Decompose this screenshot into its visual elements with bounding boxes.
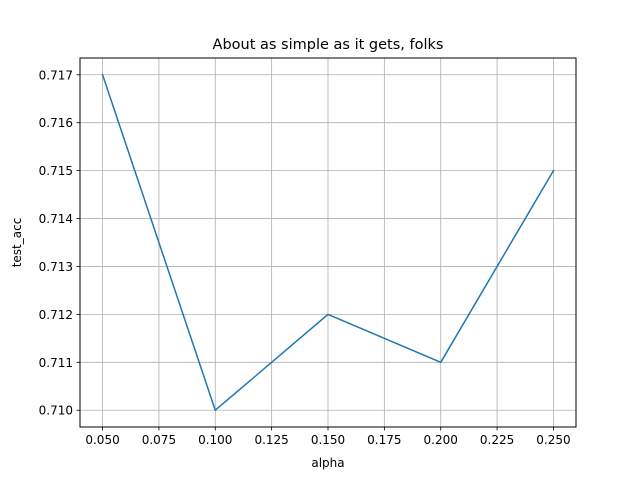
x-tick-label: 0.250 [536,433,570,447]
series-layer [101,73,555,411]
x-tick-label: 0.075 [142,433,176,447]
y-axis-label: test_acc [10,218,24,268]
y-tick-label: 0.712 [39,308,73,322]
x-tick-label: 0.050 [85,433,119,447]
y-tick-label: 0.713 [39,260,73,274]
y-tick-label: 0.711 [39,356,73,370]
y-tick-label: 0.717 [39,68,73,82]
grid [80,58,576,427]
x-tick-label: 0.200 [424,433,458,447]
y-tick-label: 0.710 [39,404,73,418]
y-axis: 0.710 0.711 0.712 0.713 0.714 0.715 0.716 0.717 [39,68,80,418]
y-tick-label: 0.714 [39,212,73,226]
x-axis: 0.050 0.075 0.100 0.125 0.150 0.175 0.200 0.225… [85,427,571,447]
x-axis-label: alpha [311,456,344,470]
chart-title: About as simple as it gets, folks [213,37,444,53]
y-tick-label: 0.716 [39,116,73,130]
x-tick-label: 0.150 [311,433,345,447]
x-tick-label: 0.225 [480,433,514,447]
x-tick-label: 0.100 [198,433,232,447]
y-tick-label: 0.715 [39,164,73,178]
x-tick-label: 0.175 [367,433,401,447]
x-tick-label: 0.125 [254,433,288,447]
